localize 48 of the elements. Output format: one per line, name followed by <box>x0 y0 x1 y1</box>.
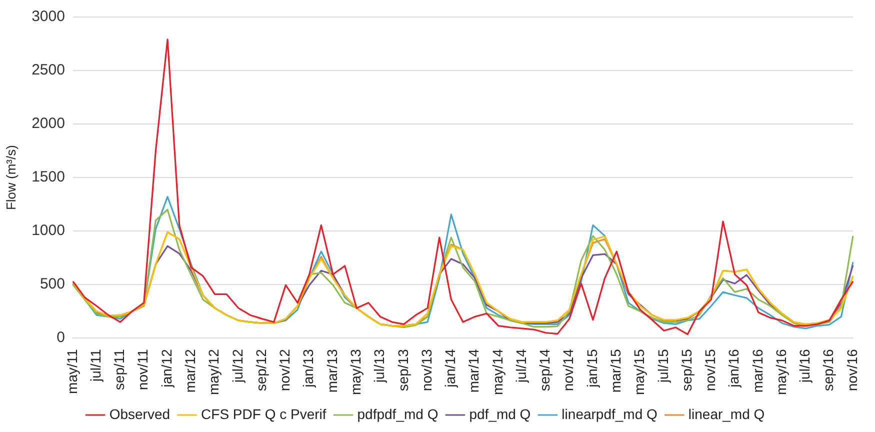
x-tick-label: nov/11 <box>134 348 151 390</box>
legend-label: pdfpdf_md Q <box>357 406 438 422</box>
x-tick-label: jul/15 <box>654 348 671 384</box>
x-tick-label: sep/12 <box>252 348 269 392</box>
x-tick-label: jul/11 <box>87 348 104 383</box>
legend-label: linearpdf_md Q <box>562 406 658 422</box>
x-tick-label: jan/16 <box>726 348 742 388</box>
legend-label: pdf_md Q <box>469 406 531 422</box>
x-tick-label: mar/12 <box>182 348 198 393</box>
x-tick-label: jul/12 <box>229 348 246 384</box>
x-tick-label: mar/15 <box>607 348 624 393</box>
y-axis-title: Flow (m³/s) <box>3 145 18 210</box>
x-tick-label: may/16 <box>772 348 789 396</box>
x-tick-label: mar/14 <box>466 348 482 393</box>
x-tick-label: jan/12 <box>158 348 174 388</box>
x-tick-label: sep/15 <box>678 348 694 392</box>
x-tick-label: nov/13 <box>418 348 434 392</box>
y-tick-label: 1500 <box>32 168 65 186</box>
x-tick-label: sep/11 <box>111 348 128 390</box>
y-tick-label: 3000 <box>32 8 65 26</box>
y-tick-label: 1000 <box>32 222 65 240</box>
x-tick-label: nov/12 <box>276 348 293 392</box>
legend-label: CFS PDF Q c Pverif <box>201 406 326 422</box>
x-tick-label: nov/16 <box>844 348 860 392</box>
legend-label: linear_md Q <box>688 406 765 422</box>
x-tick-label: nov/15 <box>702 348 718 392</box>
x-tick-label: sep/13 <box>394 348 411 392</box>
x-tick-label: sep/14 <box>536 348 553 392</box>
x-tick-label: may/12 <box>206 348 222 396</box>
x-tick-label: jul/14 <box>512 348 529 384</box>
x-tick-label: sep/16 <box>820 348 836 392</box>
x-tick-label: jan/15 <box>584 348 600 388</box>
y-tick-label: 2500 <box>32 62 65 79</box>
x-tick-label: nov/14 <box>560 348 576 392</box>
x-tick-label: may/13 <box>347 348 364 396</box>
x-tick-label: may/14 <box>489 348 506 396</box>
x-tick-label: jan/14 <box>442 348 458 388</box>
y-tick-label: 2000 <box>32 115 65 132</box>
x-tick-label: jan/13 <box>300 348 316 388</box>
x-tick-label: may/15 <box>631 348 648 396</box>
x-tick-label: jul/16 <box>796 348 813 384</box>
x-tick-label: jul/13 <box>371 348 388 384</box>
y-tick-label: 500 <box>40 276 65 293</box>
y-tick-label: 0 <box>56 329 65 346</box>
legend-label: Observed <box>109 406 170 422</box>
x-tick-label: may/11 <box>64 348 80 394</box>
x-tick-label: mar/16 <box>749 348 766 393</box>
x-tick-label: mar/13 <box>324 348 340 393</box>
